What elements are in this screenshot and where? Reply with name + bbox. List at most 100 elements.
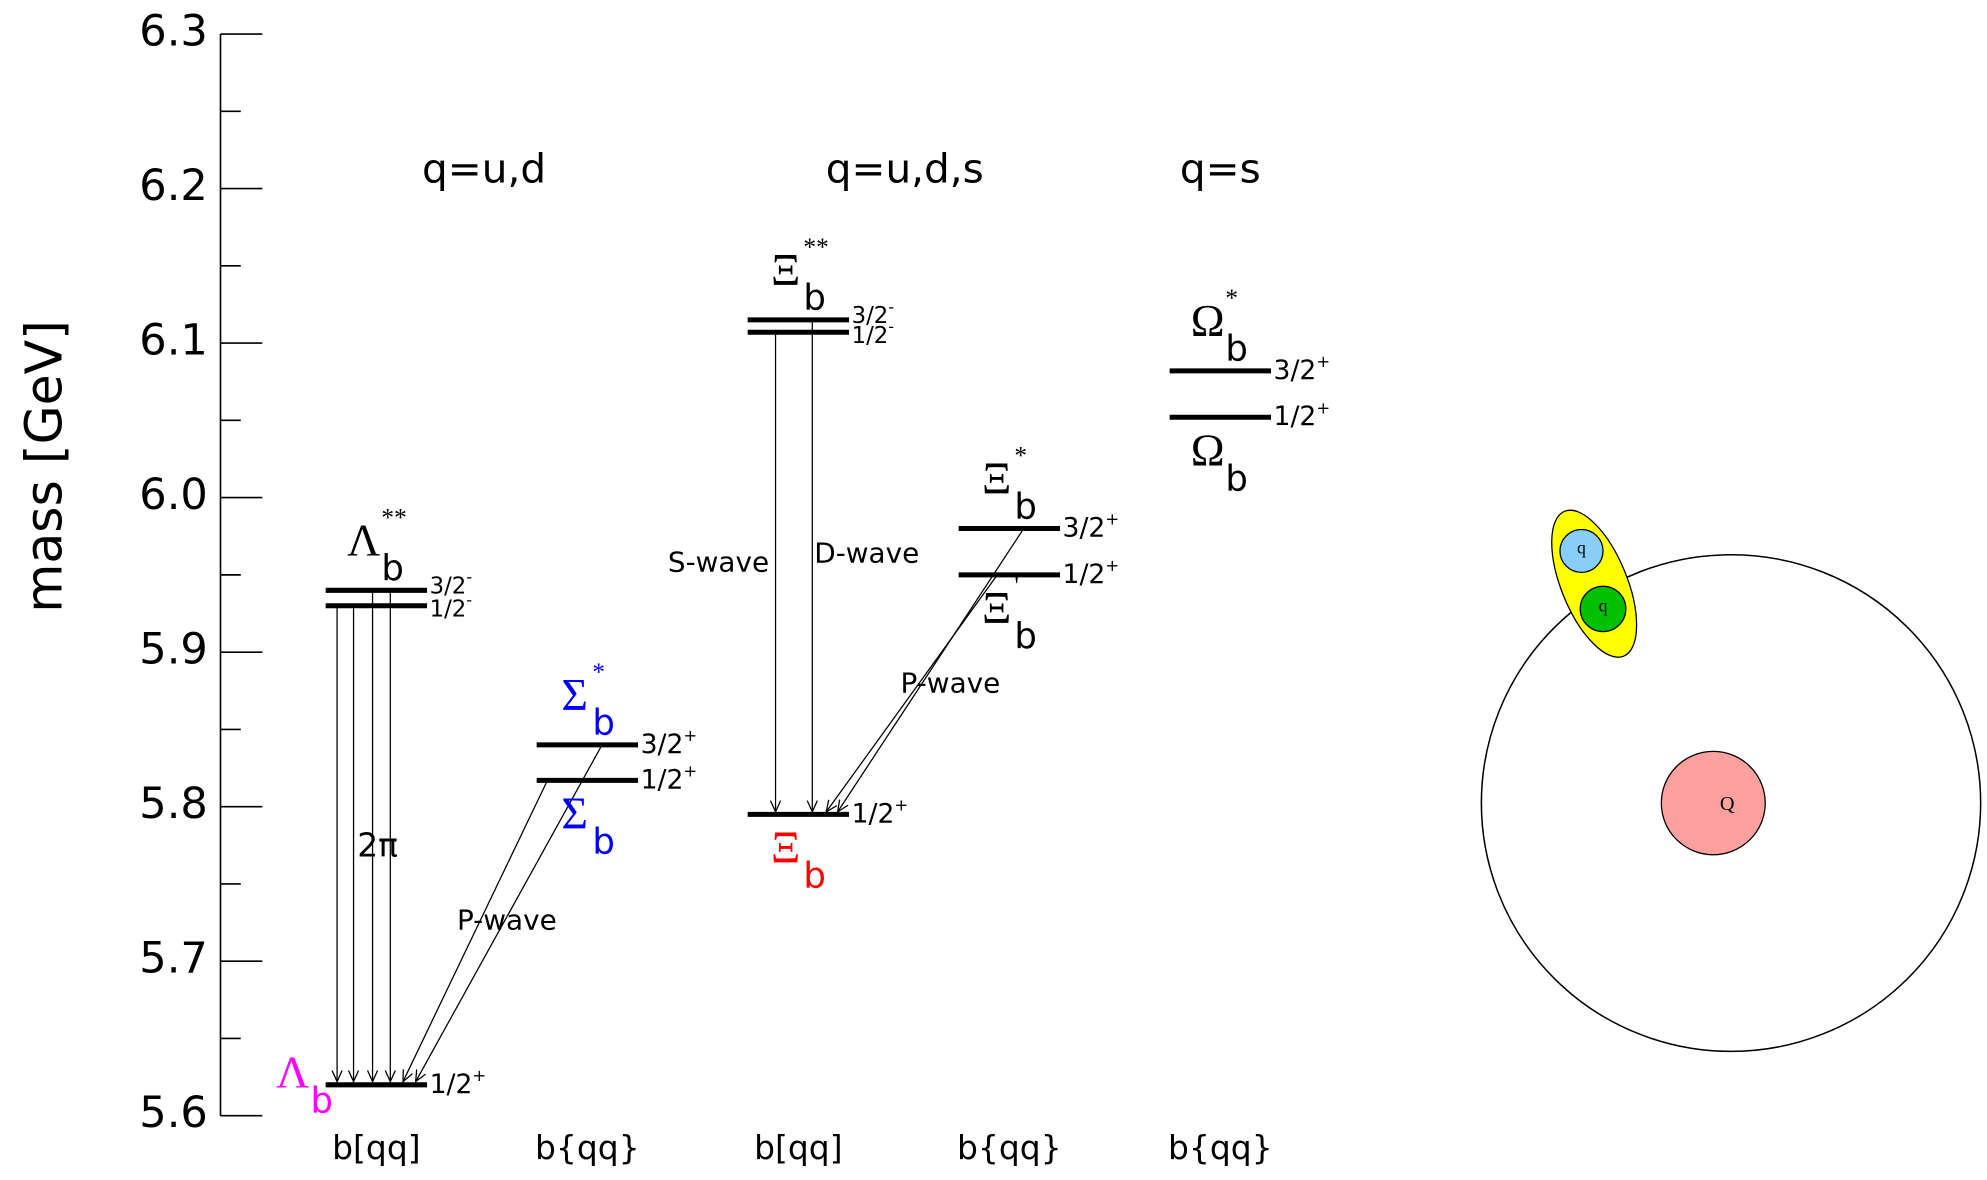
spin: 1/2 bbox=[1063, 558, 1106, 589]
parity: + bbox=[1316, 352, 1330, 371]
parity: - bbox=[888, 317, 894, 336]
x-tick-label: b{qq} bbox=[535, 1128, 640, 1167]
y-tick-label: 6.3 bbox=[139, 7, 208, 57]
state-symbol: Ω bbox=[1191, 425, 1225, 476]
state-sub: b bbox=[803, 855, 826, 896]
state-symbol: Ξ bbox=[982, 582, 1011, 633]
state-symbol: Λ bbox=[347, 514, 380, 565]
parity: + bbox=[472, 1066, 486, 1085]
parity: + bbox=[683, 761, 697, 780]
spin-label: 3/2- bbox=[852, 297, 895, 329]
state-sub: b bbox=[1014, 616, 1037, 657]
x-tick-label: b{qq} bbox=[957, 1128, 1062, 1167]
state-symbol: Ξ bbox=[771, 822, 800, 873]
quark bbox=[1559, 528, 1604, 573]
quark bbox=[1579, 585, 1627, 633]
spin: 1/2 bbox=[1274, 401, 1317, 432]
state-sup: * bbox=[1225, 284, 1238, 312]
quark-label: Q bbox=[1720, 793, 1735, 815]
parity: + bbox=[683, 726, 697, 745]
state-sup: * bbox=[1014, 442, 1027, 470]
state-label: Ξb bbox=[771, 822, 826, 897]
state-symbol: Λ bbox=[276, 1047, 309, 1098]
spin-label: 1/2- bbox=[852, 317, 895, 349]
state-symbol: Ξ bbox=[982, 453, 1011, 504]
heavy-quark bbox=[1660, 750, 1766, 856]
annotation: S-wave bbox=[668, 546, 769, 579]
spin: 3/2 bbox=[1274, 354, 1317, 385]
state-sub: b bbox=[310, 1081, 333, 1122]
arrow bbox=[403, 780, 549, 1081]
x-tick-label: b{qq} bbox=[1168, 1128, 1273, 1167]
spin-label: 1/2+ bbox=[1063, 556, 1120, 590]
group-label: q=s bbox=[1180, 145, 1261, 193]
spin: 3/2 bbox=[852, 303, 889, 329]
spin: 1/2 bbox=[852, 323, 889, 349]
spin-label: 1/2- bbox=[430, 590, 473, 622]
spin-label: 3/2- bbox=[430, 567, 473, 599]
diquark-diagram: q q Q bbox=[1480, 509, 1982, 1053]
state-sub: b bbox=[381, 548, 404, 589]
spin: 1/2 bbox=[641, 764, 684, 795]
state-label: Σb bbox=[561, 788, 615, 863]
state-label: Ωb bbox=[1191, 425, 1248, 500]
parity: + bbox=[1316, 398, 1330, 417]
y-tick-label: 5.9 bbox=[139, 625, 208, 675]
state-label: Ξb ** bbox=[771, 233, 829, 319]
state-label: Λb bbox=[276, 1047, 333, 1122]
state-sub: b bbox=[1225, 458, 1248, 499]
annotation: D-wave bbox=[814, 537, 919, 570]
x-tick-label: b[qq] bbox=[332, 1128, 420, 1167]
spin-label: 3/2+ bbox=[641, 726, 698, 760]
group-label: q=u,d,s bbox=[826, 145, 984, 193]
parity: - bbox=[888, 297, 894, 316]
state-sub: b bbox=[1225, 329, 1248, 370]
state-symbol: Ω bbox=[1191, 295, 1225, 346]
spin-label: 1/2+ bbox=[1274, 398, 1331, 432]
diquark bbox=[1551, 509, 1638, 658]
transitions bbox=[337, 320, 1025, 1082]
state-symbol: Ξ bbox=[771, 244, 800, 295]
state-label: Σb * bbox=[561, 658, 615, 744]
annotation: P-wave bbox=[457, 904, 557, 937]
spin: 1/2 bbox=[852, 798, 895, 829]
arrow bbox=[416, 744, 603, 1082]
state-sup: ' bbox=[1014, 571, 1019, 599]
spin-label: 1/2+ bbox=[852, 795, 909, 829]
y-tick-label: 5.7 bbox=[139, 934, 208, 984]
y-tick-label: 6.1 bbox=[139, 316, 208, 366]
parity: + bbox=[1105, 556, 1119, 575]
state-sub: b bbox=[803, 278, 826, 319]
state-sup: * bbox=[592, 658, 605, 686]
parity: - bbox=[466, 590, 472, 609]
y-tick-label: 6.2 bbox=[139, 161, 208, 211]
y-axis-label: mass [GeV] bbox=[15, 320, 74, 612]
quark-label: q bbox=[1577, 538, 1586, 558]
state-label: Ωb * bbox=[1191, 284, 1248, 370]
state-label: Λb ** bbox=[347, 504, 407, 590]
x-tick-label: b[qq] bbox=[754, 1128, 842, 1167]
spin: 1/2 bbox=[430, 1068, 473, 1099]
spin-label: 1/2+ bbox=[641, 761, 698, 795]
state-sup: ** bbox=[803, 233, 828, 261]
spin-label: 1/2+ bbox=[430, 1066, 487, 1100]
spin: 3/2 bbox=[641, 728, 684, 759]
annotation: P-wave bbox=[901, 667, 1001, 700]
state-sup: ** bbox=[381, 504, 406, 532]
state-sub: b bbox=[1014, 486, 1037, 527]
parity: + bbox=[894, 795, 908, 814]
arrow bbox=[826, 574, 998, 812]
state-label: Ξb * bbox=[982, 442, 1037, 528]
state-symbol: Σ bbox=[561, 669, 588, 720]
spin: 3/2 bbox=[430, 573, 467, 599]
state-sub: b bbox=[592, 821, 615, 862]
parity: + bbox=[1105, 509, 1119, 528]
y-tick-label: 5.6 bbox=[139, 1088, 208, 1138]
spin-label: 3/2+ bbox=[1063, 509, 1120, 543]
state-label: Ξb ' bbox=[982, 571, 1037, 657]
spin: 3/2 bbox=[1063, 512, 1106, 543]
spin: 1/2 bbox=[430, 596, 467, 622]
parity: - bbox=[466, 567, 472, 586]
orbit bbox=[1480, 553, 1982, 1053]
